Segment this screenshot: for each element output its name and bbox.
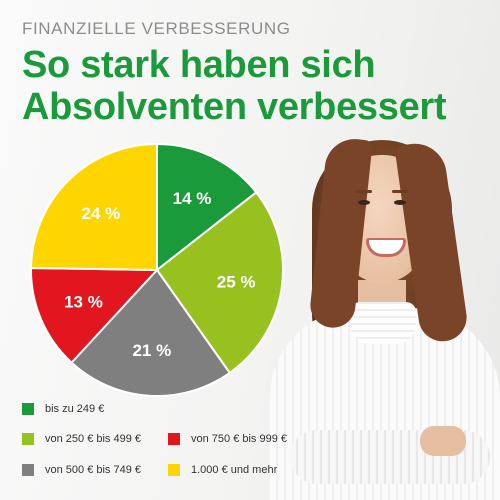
legend-item: von 500 € bis 749 € — [22, 464, 141, 476]
eye-right — [394, 200, 406, 205]
eye-left — [358, 200, 370, 205]
pie-slices — [29, 142, 284, 397]
eyebrow-left — [356, 190, 372, 193]
legend-swatch — [22, 433, 34, 445]
legend-label: von 500 € bis 749 € — [45, 464, 142, 476]
pie-slice-5 — [29, 142, 158, 272]
legend-swatch — [22, 403, 34, 415]
turtleneck-collar — [350, 302, 416, 344]
legend-item: von 250 € bis 499 € — [22, 433, 141, 445]
title-line-2: Absolventen verbessert — [22, 86, 447, 128]
legend-swatch — [168, 433, 180, 445]
legend-label: von 750 € bis 999 € — [191, 433, 288, 445]
legend-label: bis zu 249 € — [45, 403, 105, 415]
hand — [420, 426, 466, 456]
pie-slice-4 — [30, 266, 160, 365]
pie-slice-2 — [155, 190, 284, 375]
slice-label-5: 24 % — [82, 204, 121, 223]
slice-label-2: 25 % — [217, 273, 256, 292]
legend-item: 1.000 € und mehr — [168, 464, 277, 476]
pie-labels: 14 % 25 % 21 % 13 % 24 % — [64, 189, 255, 360]
legend-label: von 250 € bis 499 € — [45, 433, 142, 445]
slice-label-4: 13 % — [64, 293, 103, 312]
kicker-text: FINANZIELLE VERBESSERUNG — [22, 19, 291, 38]
legend-swatch — [22, 464, 34, 476]
legend-swatch — [168, 464, 180, 476]
smile — [366, 238, 406, 257]
pie-slice-1 — [156, 142, 258, 273]
eyebrow-right — [392, 190, 408, 193]
legend-item: bis zu 249 € — [22, 403, 104, 415]
title-line-1: So stark haben sich — [22, 44, 376, 86]
pie-slice-3 — [70, 268, 232, 397]
page-title: So stark haben sich Absolventen verbesse… — [22, 44, 447, 128]
woman-photo — [270, 130, 500, 500]
legend-item: von 750 € bis 999 € — [168, 433, 287, 445]
slice-label-1: 14 % — [173, 189, 212, 208]
legend-label: 1.000 € und mehr — [191, 464, 278, 476]
slice-label-3: 21 % — [132, 341, 171, 360]
